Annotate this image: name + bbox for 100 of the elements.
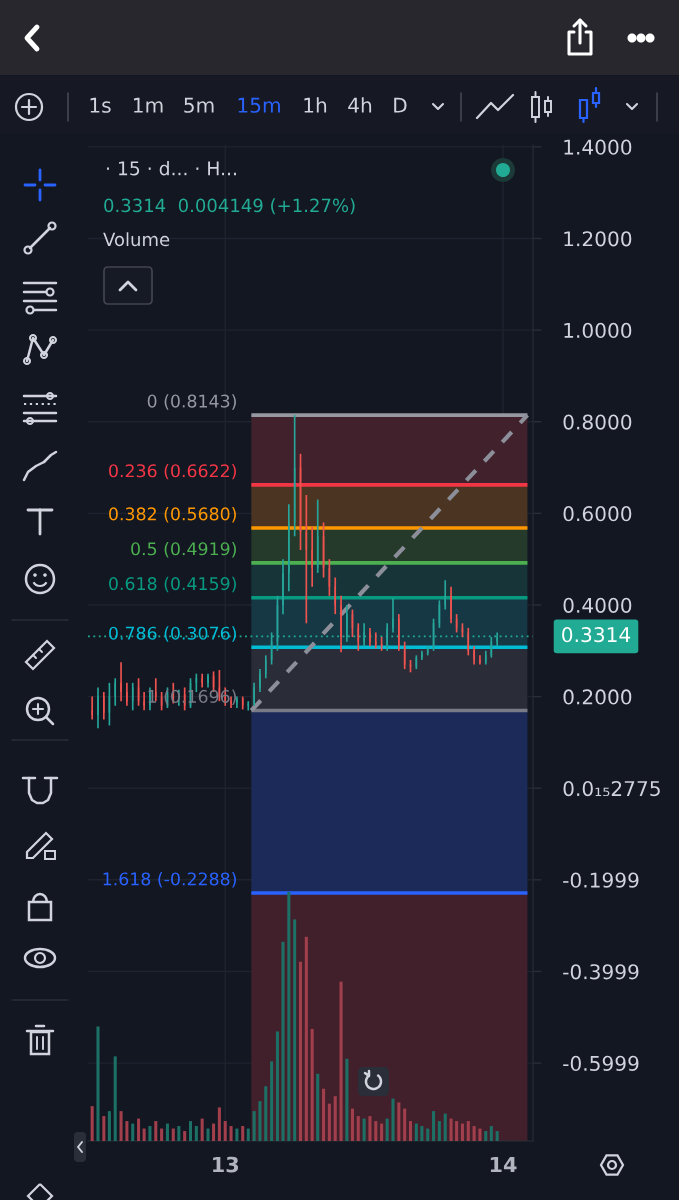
bar	[183, 1131, 187, 1141]
bar	[420, 1126, 424, 1141]
bar	[362, 1118, 366, 1141]
candlestick	[201, 672, 204, 689]
bar	[426, 1128, 430, 1141]
candlestick	[102, 691, 105, 721]
bar	[495, 1131, 499, 1141]
bar	[148, 1126, 152, 1141]
bar	[177, 1126, 181, 1141]
x-tick-label: 13	[213, 1156, 239, 1173]
y-tick-label: 1.2000	[564, 231, 632, 247]
candlestick	[126, 682, 128, 707]
y-tick-label: 0.2000	[563, 689, 632, 705]
bar	[356, 1116, 360, 1141]
bar	[293, 919, 297, 1141]
y-tick-label: -0.3999	[563, 964, 639, 980]
bar	[350, 1108, 354, 1141]
ref-line-label: 0 (0.8143)	[147, 394, 236, 410]
bar	[90, 1106, 94, 1141]
bar	[403, 1108, 407, 1141]
bar	[316, 1073, 320, 1141]
bar	[119, 1111, 123, 1141]
candlestick	[484, 649, 487, 666]
bar	[397, 1102, 401, 1141]
annotation: Volume	[103, 232, 170, 247]
candlestick	[91, 695, 94, 721]
bar	[113, 1056, 117, 1141]
candlestick	[386, 622, 389, 652]
candlestick	[473, 645, 475, 666]
bar	[96, 1026, 100, 1141]
bar	[437, 1121, 441, 1141]
bar	[107, 1111, 111, 1141]
bar	[281, 941, 285, 1141]
text: 4h	[348, 97, 372, 113]
x-tick-label: 14	[490, 1156, 517, 1173]
bar	[270, 1061, 274, 1141]
bar	[252, 1111, 256, 1141]
candlestick	[450, 585, 452, 625]
bar	[137, 1118, 141, 1141]
annotation: · 15 · d... · H...	[107, 160, 236, 176]
candlestick	[392, 597, 394, 634]
bar	[466, 1121, 470, 1141]
y-tick-label: -0.1999	[563, 872, 639, 888]
bar	[217, 1107, 221, 1141]
ref-line-label: 0.236 (0.6622)	[109, 463, 236, 480]
bar	[264, 1086, 268, 1141]
text: 1s	[90, 97, 111, 113]
candlestick	[259, 668, 261, 693]
text: 15m	[238, 97, 280, 113]
ref-line-label: 1.618 (-0.2288)	[103, 872, 236, 888]
bar	[200, 1118, 204, 1141]
candlestick	[374, 631, 377, 650]
candlestick	[247, 700, 250, 712]
bar	[165, 1123, 169, 1141]
candlestick	[334, 576, 337, 615]
y-tick-label: 0.0₁₅2775	[563, 780, 660, 797]
text: 1h	[304, 97, 327, 113]
bar	[432, 1111, 436, 1141]
bar	[472, 1126, 476, 1141]
bar	[212, 1123, 216, 1141]
text: 5m	[184, 97, 214, 113]
bar	[275, 1031, 279, 1141]
bar	[131, 1123, 135, 1141]
bar	[374, 1121, 378, 1141]
y-tick-label: 1.4000	[564, 139, 632, 155]
candlestick	[207, 672, 209, 689]
candlestick	[340, 594, 342, 653]
candlestick	[311, 526, 314, 588]
candlestick	[253, 682, 255, 707]
ref-line-label: 0.5 (0.4919)	[131, 541, 236, 558]
bar	[333, 1096, 337, 1141]
bar	[235, 1128, 239, 1141]
bar	[241, 1126, 245, 1141]
bar	[102, 1116, 106, 1141]
bar	[484, 1131, 488, 1141]
candlestick	[287, 503, 290, 593]
bar	[125, 1121, 129, 1141]
bar	[223, 1121, 227, 1141]
bar	[160, 1128, 164, 1141]
y-tick-label: 0.6000	[563, 506, 632, 522]
bar	[229, 1126, 233, 1141]
bar	[304, 936, 308, 1141]
ref-line-label: 0.786 (0.3076)	[109, 626, 236, 642]
bar	[142, 1128, 146, 1141]
candlestick	[421, 649, 423, 661]
candlestick	[397, 613, 400, 652]
candlestick	[369, 627, 371, 648]
ref-line-label: 0.618 (0.4159)	[109, 576, 236, 593]
candlestick	[236, 695, 238, 709]
text: D	[394, 97, 407, 113]
bar	[194, 1126, 198, 1141]
bar	[287, 892, 291, 1141]
candlestick	[282, 558, 284, 615]
bar	[408, 1121, 413, 1141]
bar	[455, 1121, 459, 1141]
y-tick-label: 1.0000	[564, 322, 632, 339]
bar	[298, 961, 303, 1141]
bar	[460, 1123, 464, 1141]
bar	[171, 1128, 175, 1141]
ref-line-label: 0.382 (0.5680)	[109, 507, 236, 523]
